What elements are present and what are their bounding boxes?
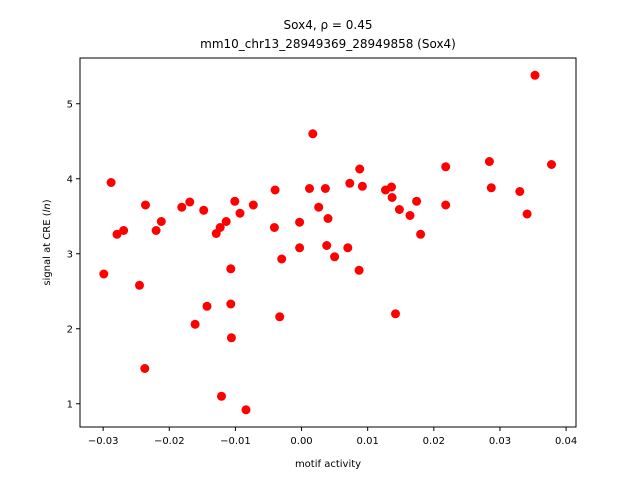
y-axis-label-prefix: signal at CRE ( [42, 212, 53, 285]
data-point-45 [387, 182, 396, 192]
data-point-22 [230, 196, 240, 206]
data-point-5 [135, 280, 144, 290]
y-axis-label-italic: ln [42, 203, 53, 212]
data-point-31 [295, 243, 305, 253]
x-tick-label: 0.03 [489, 436, 511, 447]
chart-title-line1: Sox4, ρ = 0.45 [284, 18, 373, 32]
data-point-49 [405, 211, 415, 220]
x-tick-label: 0.01 [357, 436, 379, 447]
data-point-18 [221, 217, 231, 226]
x-axis-label: motif activity [295, 459, 361, 470]
data-point-55 [486, 183, 496, 193]
data-point-50 [412, 196, 422, 206]
data-point-41 [354, 265, 364, 275]
x-tick-label: −0.02 [154, 436, 185, 447]
x-tick-label: −0.03 [88, 436, 119, 447]
data-point-24 [241, 405, 251, 415]
data-point-43 [357, 181, 367, 191]
data-point-9 [156, 217, 166, 226]
data-point-14 [202, 301, 212, 311]
data-point-51 [416, 229, 426, 239]
data-point-58 [530, 70, 540, 80]
data-point-19 [226, 299, 236, 309]
data-point-3 [112, 229, 122, 239]
data-point-23 [235, 208, 245, 218]
data-point-48 [394, 205, 404, 214]
data-point-37 [323, 214, 333, 223]
data-point-39 [343, 243, 353, 253]
data-point-7 [140, 364, 150, 373]
data-point-42 [355, 164, 365, 174]
data-point-56 [515, 187, 525, 196]
x-tick-label: 0.00 [290, 436, 312, 447]
data-point-27 [270, 185, 280, 195]
data-point-40 [345, 178, 355, 188]
x-axis-ticks: −0.03 −0.02 −0.01 0.00 0.01 0.02 0.03 0.04 [88, 427, 577, 447]
x-tick-label: 0.04 [555, 436, 577, 447]
y-tick-label: 3 [67, 249, 73, 260]
data-point-21 [226, 333, 236, 343]
data-point-2 [106, 178, 116, 187]
data-point-36 [322, 241, 332, 250]
y-tick-label: 2 [67, 324, 73, 335]
data-point-47 [391, 309, 400, 319]
x-tick-label: −0.01 [220, 436, 251, 447]
y-axis-label: signal at CRE (ln) [42, 199, 53, 285]
data-point-13 [199, 205, 209, 215]
data-point-52 [441, 162, 451, 172]
data-point-30 [295, 217, 305, 227]
data-point-26 [269, 223, 279, 232]
data-point-53 [441, 200, 451, 210]
y-tick-label: 4 [67, 174, 73, 185]
data-point-6 [141, 200, 150, 210]
y-axis-ticks: 1 2 3 4 5 [67, 99, 80, 410]
y-tick-label: 1 [67, 399, 73, 410]
plot-frame [79, 57, 577, 428]
data-point-20 [226, 264, 236, 274]
data-point-33 [308, 129, 318, 139]
data-point-28 [277, 254, 287, 264]
data-point-10 [177, 202, 187, 212]
y-tick-label: 5 [67, 99, 73, 110]
data-point-46 [387, 193, 397, 202]
data-point-8 [151, 226, 161, 235]
chart-title-line2: mm10_chr13_28949369_28949858 (Sox4) [200, 37, 456, 51]
data-point-32 [305, 184, 314, 193]
data-point-17 [217, 391, 226, 401]
data-point-34 [314, 202, 324, 212]
data-point-35 [320, 184, 330, 193]
data-point-54 [484, 157, 494, 166]
data-point-59 [547, 160, 556, 169]
data-point-16 [215, 223, 225, 232]
y-axis-label-suffix: ) [42, 199, 53, 203]
data-point-38 [330, 252, 340, 262]
x-tick-label: 0.02 [423, 436, 445, 447]
data-point-29 [275, 312, 285, 322]
data-point-12 [190, 319, 200, 329]
data-point-57 [522, 209, 532, 219]
data-points [99, 70, 556, 415]
data-point-4 [119, 226, 129, 235]
data-point-11 [185, 197, 195, 207]
data-point-1 [99, 269, 109, 279]
data-point-25 [248, 200, 258, 210]
